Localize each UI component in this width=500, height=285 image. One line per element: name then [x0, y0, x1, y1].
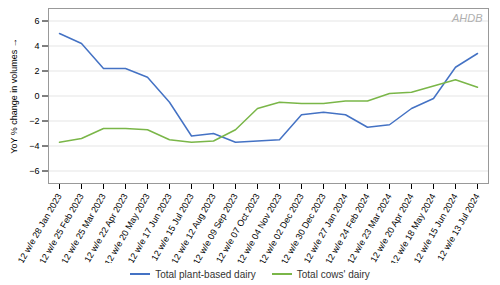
svg-text:0: 0 [34, 91, 39, 101]
svg-text:−6: −6 [29, 166, 39, 176]
html-text:Total plant-based dairy: Total plant-based dairy [155, 268, 256, 280]
svg-text:−4: −4 [29, 141, 39, 151]
svg-text:−2: −2 [29, 116, 39, 126]
svg-text:12 w/e 13 Jul 2024: 12 w/e 13 Jul 2024 [435, 192, 481, 262]
svg-text:YoY % change in volumes →: YoY % change in volumes → [9, 38, 19, 154]
svg-text:4: 4 [34, 41, 39, 51]
svg-text:2: 2 [34, 66, 39, 76]
svg-text:6: 6 [34, 16, 39, 26]
svg-text:12 w/e 15 Jul 2023: 12 w/e 15 Jul 2023 [149, 191, 196, 263]
svg-text:AHDB: AHDB [451, 12, 483, 24]
html-text:Total cows' dairy: Total cows' dairy [296, 268, 370, 280]
